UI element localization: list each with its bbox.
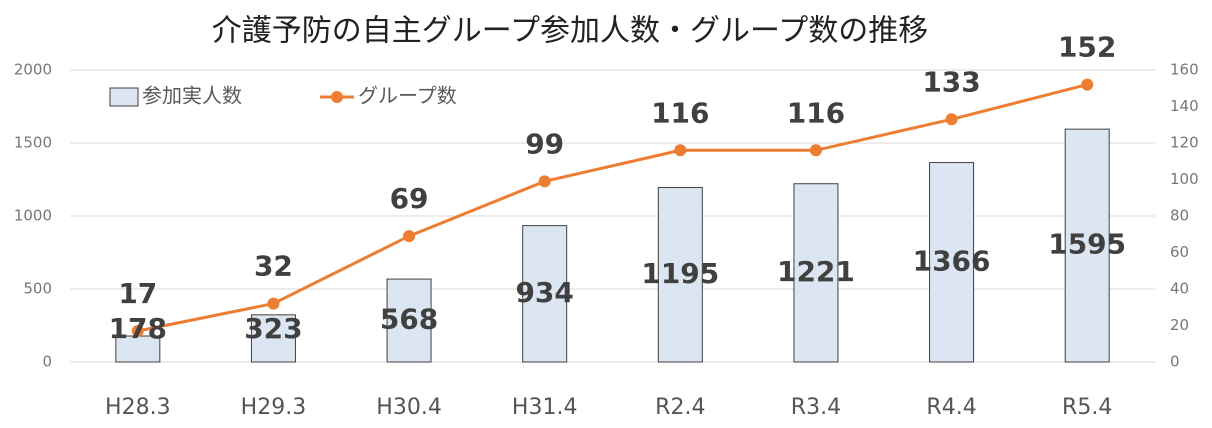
y2-tick-label: 80 (1170, 207, 1189, 225)
data-label: 152 (1058, 31, 1116, 64)
bar (657, 187, 703, 363)
y2-tick-label: 20 (1170, 316, 1189, 334)
line-marker (674, 144, 687, 157)
y2-tick-label: 60 (1170, 243, 1189, 261)
x-tick-label: R3.4 (791, 395, 841, 420)
data-label: 1195 (641, 257, 719, 290)
legend-swatch (109, 87, 139, 107)
line-marker (131, 324, 144, 337)
data-label: 99 (525, 127, 564, 160)
line-marker (403, 230, 416, 243)
y2-tick-label: 100 (1170, 170, 1199, 188)
bar (793, 183, 839, 363)
bar (929, 162, 975, 363)
line-marker (945, 113, 958, 126)
data-label: 133 (922, 65, 980, 98)
bar (522, 225, 568, 363)
y2-tick-label: 140 (1170, 97, 1199, 115)
y2-tick-label: 40 (1170, 280, 1189, 298)
legend-label: グループ数 (358, 84, 457, 108)
line-series (137, 83, 1088, 333)
data-label: 69 (390, 182, 429, 215)
data-label: 1221 (777, 255, 855, 288)
bar (115, 335, 161, 363)
x-tick-label: H31.4 (512, 395, 578, 420)
x-tick-label: R2.4 (655, 395, 705, 420)
line-marker (538, 175, 551, 188)
line-marker (809, 144, 822, 157)
y-tick-label: 1500 (14, 134, 52, 152)
x-tick-label: H28.3 (105, 395, 171, 420)
data-label: 178 (109, 312, 167, 345)
y-tick-label: 1000 (14, 207, 52, 225)
data-label: 32 (254, 250, 293, 283)
bar (250, 314, 296, 363)
line-marker (267, 297, 280, 310)
y-tick-label: 500 (23, 280, 52, 298)
data-label: 1595 (1048, 228, 1126, 261)
x-tick-label: R4.4 (926, 395, 976, 420)
data-label: 568 (380, 303, 438, 336)
y-tick-label: 2000 (14, 61, 52, 79)
x-tick-label: R5.4 (1062, 395, 1112, 420)
y2-tick-label: 160 (1170, 61, 1199, 79)
chart-title: 介護予防の自主グループ参加人数・グループ数の推移 (212, 14, 928, 49)
bar (1064, 128, 1110, 363)
data-label: 116 (651, 96, 709, 129)
data-label: 1366 (913, 244, 991, 277)
y2-tick-label: 120 (1170, 134, 1199, 152)
y2-tick-label: 0 (1170, 353, 1180, 371)
data-label: 17 (118, 277, 157, 310)
data-label: 323 (244, 312, 302, 345)
x-tick-label: H30.4 (376, 395, 442, 420)
bar (386, 278, 432, 363)
data-label: 934 (515, 276, 573, 309)
data-label: 116 (787, 96, 845, 129)
legend-marker (331, 91, 343, 103)
legend-label: 参加実人数 (142, 84, 242, 108)
x-tick-label: H29.3 (241, 395, 307, 420)
y-tick-label: 0 (42, 353, 52, 371)
line-marker (1081, 78, 1094, 91)
